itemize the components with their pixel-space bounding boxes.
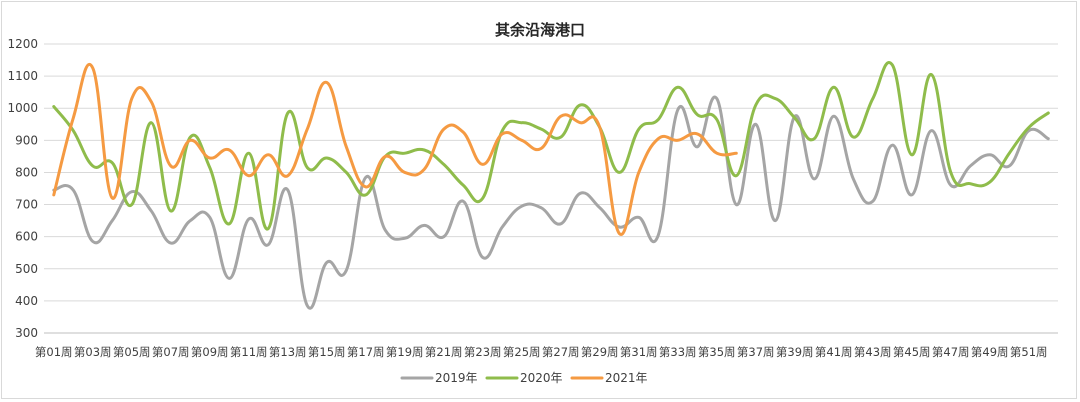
x-tick-label: 第39周	[776, 345, 814, 359]
x-tick-label: 第25周	[503, 345, 541, 359]
x-tick-label: 第31周	[620, 345, 658, 359]
x-tick-label: 第07周	[152, 345, 190, 359]
series-lines	[52, 61, 1050, 310]
x-tick-label: 第03周	[74, 345, 112, 359]
x-tick-label: 第33周	[659, 345, 697, 359]
x-tick-label: 第01周	[35, 345, 73, 359]
x-tick-label: 第51周	[1010, 345, 1048, 359]
y-tick-label: 500	[15, 262, 38, 276]
series-line-2019年	[52, 95, 1050, 310]
x-tick-label: 第47周	[932, 345, 970, 359]
y-tick-label: 400	[15, 294, 38, 308]
y-axis: 300 400 500 600 700 800 900 1000 1100 1200	[7, 37, 38, 340]
x-tick-label: 第43周	[854, 345, 892, 359]
legend-label: 2019年	[435, 371, 478, 385]
x-tick-label: 第19周	[386, 345, 424, 359]
y-tick-label: 700	[15, 198, 38, 212]
x-tick-label: 第49周	[971, 345, 1009, 359]
x-tick-label: 第09周	[191, 345, 229, 359]
y-tick-label: 1100	[7, 69, 38, 83]
x-tick-label: 第29周	[581, 345, 619, 359]
y-tick-label: 900	[15, 133, 38, 147]
legend-label: 2021年	[605, 371, 648, 385]
x-tick-label: 第45周	[893, 345, 931, 359]
x-axis: 第01周 第03周 第05周 第07周 第09周 第11周 第13周 第15周 第17周 第19周…	[35, 345, 1048, 359]
x-tick-label: 第41周	[815, 345, 853, 359]
y-tick-label: 800	[15, 165, 38, 179]
x-tick-label: 第15周	[308, 345, 346, 359]
series-line-2020年	[52, 61, 1050, 231]
y-tick-label: 300	[15, 326, 38, 340]
y-tick-label: 1000	[7, 101, 38, 115]
y-tick-label: 1200	[7, 37, 38, 51]
x-tick-label: 第27周	[542, 345, 580, 359]
legend: 2019年 2020年 2021年	[400, 371, 648, 385]
x-tick-label: 第37周	[737, 345, 775, 359]
y-tick-label: 600	[15, 230, 38, 244]
x-tick-label: 第11周	[230, 345, 268, 359]
chart-title: 其余沿海港口	[495, 21, 585, 39]
x-tick-label: 第23周	[464, 345, 502, 359]
series-line-2021年	[52, 63, 738, 236]
x-tick-label: 第21周	[425, 345, 463, 359]
x-tick-label: 第35周	[698, 345, 736, 359]
legend-label: 2020年	[520, 371, 563, 385]
x-tick-label: 第13周	[269, 345, 307, 359]
x-tick-label: 第17周	[347, 345, 385, 359]
gridlines	[44, 43, 1058, 334]
x-tick-label: 第05周	[113, 345, 151, 359]
